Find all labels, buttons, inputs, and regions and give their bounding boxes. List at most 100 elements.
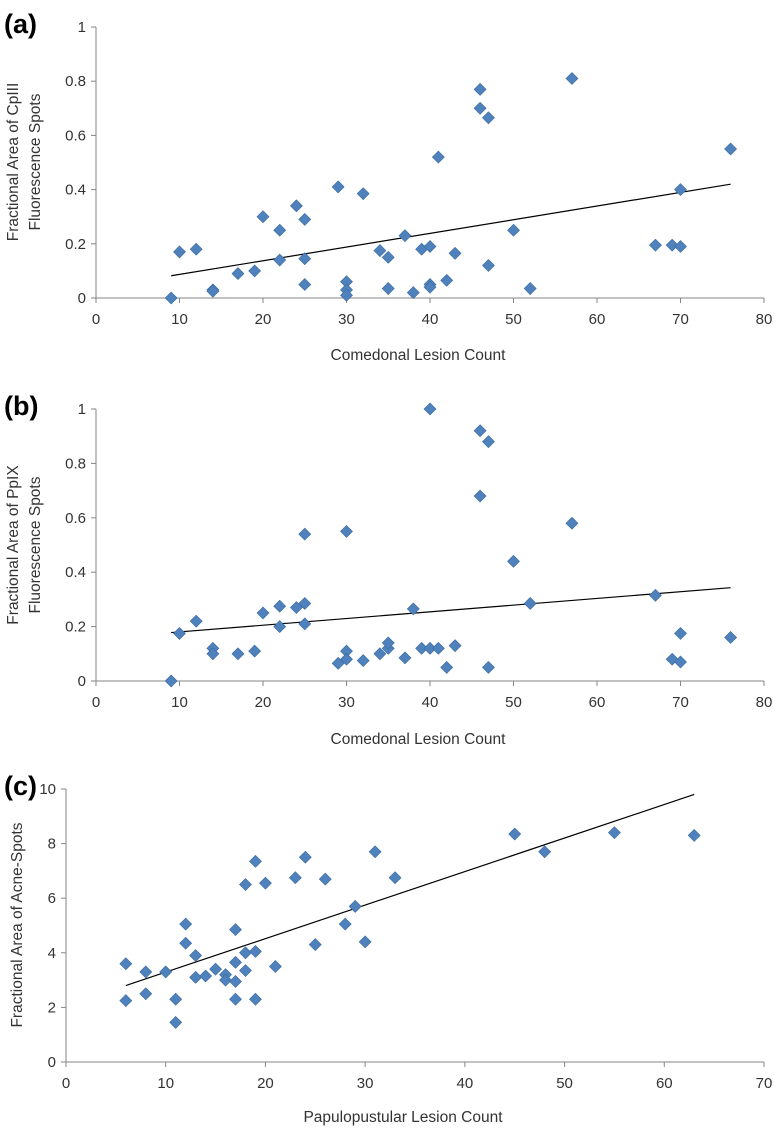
data-point xyxy=(273,253,287,267)
data-point xyxy=(209,962,222,976)
data-point xyxy=(388,871,402,885)
data-point xyxy=(674,655,687,669)
y-tick-label: 0 xyxy=(78,290,86,307)
x-tick-label: 50 xyxy=(505,311,522,328)
x-tick-label: 0 xyxy=(92,694,100,711)
data-point xyxy=(448,246,462,260)
y-axis-title: Fractional Area of Acne-Spots xyxy=(9,822,26,1027)
x-tick-label: 70 xyxy=(672,311,689,328)
x-tick-label: 0 xyxy=(62,1075,70,1092)
data-point xyxy=(298,278,312,291)
data-point xyxy=(139,987,153,1001)
y-tick-label: 0.4 xyxy=(65,564,86,581)
data-point xyxy=(206,284,220,298)
data-point xyxy=(473,489,487,503)
data-point xyxy=(473,424,487,438)
data-point xyxy=(473,101,487,115)
data-point xyxy=(338,917,352,931)
data-point xyxy=(248,264,262,278)
x-tick-label: 10 xyxy=(171,311,188,328)
data-point xyxy=(298,252,312,266)
data-point xyxy=(482,660,495,674)
data-point xyxy=(231,647,245,661)
y-tick-label: 0 xyxy=(48,1054,56,1071)
data-point xyxy=(229,923,242,937)
x-tick-label: 60 xyxy=(589,311,606,328)
data-point xyxy=(440,660,454,674)
data-point xyxy=(423,240,437,253)
data-point xyxy=(406,602,420,616)
data-point xyxy=(179,936,193,950)
x-tick-label: 70 xyxy=(672,694,689,711)
data-point xyxy=(119,957,133,971)
x-tick-label: 50 xyxy=(505,694,522,711)
data-point xyxy=(482,259,495,272)
data-point xyxy=(273,620,287,634)
data-point xyxy=(164,674,178,688)
chart-panel: (b)00.20.40.60.810 10 20 30 40 50 60 70 80Comedo… xyxy=(4,391,772,748)
data-point xyxy=(482,435,495,449)
data-point xyxy=(189,949,203,962)
data-point xyxy=(256,606,270,620)
data-point xyxy=(398,229,412,243)
data-point xyxy=(649,588,662,602)
data-point xyxy=(368,845,382,859)
panel-label: (a) xyxy=(4,9,37,39)
data-point xyxy=(440,273,454,287)
data-point xyxy=(431,150,445,164)
data-point xyxy=(331,180,345,194)
data-point xyxy=(298,212,312,226)
x-tick-label: 10 xyxy=(171,694,188,711)
trendline xyxy=(125,793,695,987)
data-point xyxy=(565,516,579,530)
data-point xyxy=(249,854,262,868)
data-point xyxy=(173,245,186,259)
data-point xyxy=(119,994,133,1007)
data-point xyxy=(507,223,520,237)
x-tick-label: 40 xyxy=(422,311,439,328)
data-point xyxy=(273,599,287,613)
data-point xyxy=(139,965,153,979)
y-axis-title: Fractional Area of PpIX xyxy=(5,465,22,625)
x-tick-label: 80 xyxy=(756,311,773,328)
data-point xyxy=(189,242,203,256)
data-point xyxy=(164,291,178,305)
data-point xyxy=(687,828,701,842)
x-axis-title: Papulopustular Lesion Count xyxy=(303,1109,503,1126)
data-point xyxy=(229,992,242,1006)
data-point xyxy=(229,975,242,988)
data-point xyxy=(199,969,213,983)
data-point xyxy=(356,187,370,201)
y-tick-label: 0.8 xyxy=(65,455,86,472)
x-tick-label: 20 xyxy=(255,311,272,328)
y-tick-label: 0.2 xyxy=(65,619,86,636)
data-point xyxy=(724,142,738,156)
data-point xyxy=(239,878,252,891)
data-point xyxy=(508,827,522,841)
chart-panel: (a)00.20.40.60.810 10 20 30 40 50 60 70 80Comedo… xyxy=(4,9,772,364)
data-point xyxy=(448,639,462,653)
trendline xyxy=(171,587,731,634)
x-tick-label: 70 xyxy=(756,1075,773,1092)
x-axis-title: Comedonal Lesion Count xyxy=(331,347,507,364)
data-point xyxy=(331,656,345,670)
y-axis-title: Fluorescence Spots xyxy=(27,93,44,230)
data-point xyxy=(229,955,242,969)
data-point xyxy=(249,992,262,1006)
data-point xyxy=(473,82,487,96)
data-point xyxy=(373,647,387,661)
data-point xyxy=(289,199,303,213)
y-axis-title: Fractional Area of CpIII xyxy=(5,83,22,242)
data-point xyxy=(406,286,420,300)
data-point xyxy=(398,651,412,665)
y-tick-label: 2 xyxy=(48,999,56,1016)
y-tick-label: 0.4 xyxy=(65,182,86,199)
data-point xyxy=(358,935,372,949)
data-point xyxy=(674,626,687,640)
x-tick-label: 30 xyxy=(338,694,355,711)
data-point xyxy=(608,826,621,840)
data-point xyxy=(482,111,495,125)
data-point xyxy=(298,527,312,541)
